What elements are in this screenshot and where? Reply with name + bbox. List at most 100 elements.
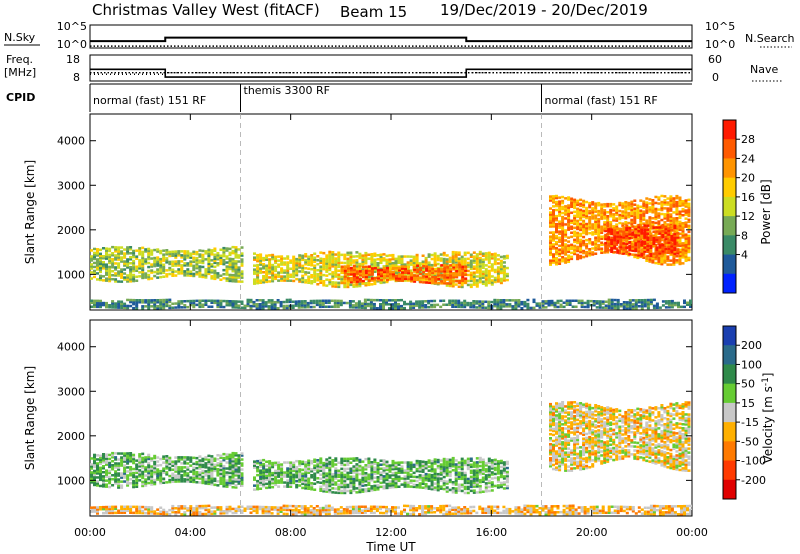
- range-gate-cell: [213, 247, 217, 250]
- range-gate-cell: [648, 216, 652, 219]
- range-gate-cell: [186, 468, 190, 471]
- range-gate-cell: [201, 305, 205, 308]
- range-gate-cell: [156, 270, 160, 273]
- range-gate-cell: [343, 281, 347, 285]
- range-gate-cell: [570, 245, 574, 249]
- range-gate-cell: [354, 304, 358, 307]
- range-gate-cell: [481, 304, 485, 307]
- range-gate-cell: [343, 457, 347, 461]
- range-gate-cell: [376, 264, 380, 267]
- range-gate-cell: [550, 299, 554, 303]
- range-gate-cell: [585, 230, 589, 234]
- range-gate-cell: [99, 258, 102, 262]
- range-gate-cell: [274, 483, 278, 487]
- range-gate-cell: [280, 475, 284, 478]
- range-gate-cell: [573, 226, 577, 230]
- range-gate-cell: [594, 214, 598, 217]
- range-gate-cell: [380, 278, 383, 282]
- range-gate-cell: [346, 263, 350, 267]
- range-gate-cell: [126, 470, 130, 473]
- range-gate-cell: [609, 212, 613, 216]
- range-gate-cell: [231, 269, 235, 273]
- range-gate-cell: [561, 233, 565, 237]
- range-gate-cell: [339, 301, 343, 305]
- range-gate-cell: [334, 477, 338, 480]
- range-gate-cell: [658, 250, 662, 253]
- range-gate-cell: [469, 263, 473, 267]
- range-gate-cell: [567, 256, 571, 259]
- range-gate-cell: [463, 303, 467, 307]
- range-gate-cell: [597, 219, 601, 223]
- range-gate-cell: [388, 264, 392, 267]
- range-gate-cell: [141, 482, 145, 486]
- range-gate-cell: [93, 459, 96, 463]
- range-gate-cell: [349, 280, 353, 284]
- range-gate-cell: [292, 467, 296, 471]
- range-gate-cell: [216, 474, 220, 477]
- range-gate-cell: [475, 265, 479, 268]
- range-gate-cell: [277, 475, 281, 478]
- range-gate-cell: [660, 262, 664, 266]
- range-gate-cell: [669, 213, 673, 216]
- range-gate-cell: [658, 230, 662, 233]
- range-gate-cell: [346, 267, 350, 270]
- range-gate-cell: [201, 465, 205, 469]
- range-gate-cell: [526, 306, 530, 310]
- range-gate-cell: [99, 468, 102, 472]
- range-gate-cell: [558, 202, 562, 205]
- range-gate-cell: [436, 262, 440, 266]
- range-gate-cell: [325, 268, 329, 271]
- range-gate-cell: [361, 271, 365, 275]
- range-gate-cell: [484, 278, 488, 281]
- range-gate-cell: [443, 276, 447, 279]
- range-gate-cell: [222, 250, 226, 254]
- range-gate-cell: [96, 248, 99, 251]
- range-gate-cell: [192, 474, 196, 478]
- range-gate-cell: [550, 303, 554, 307]
- range-gate-cell: [446, 266, 450, 269]
- range-gate-cell: [455, 269, 459, 273]
- range-gate-cell: [676, 252, 680, 255]
- range-gate-cell: [162, 306, 166, 310]
- range-gate-cell: [377, 268, 380, 272]
- range-gate-cell: [301, 468, 305, 472]
- range-gate-cell: [337, 483, 341, 486]
- range-gate-cell: [231, 302, 235, 305]
- range-gate-cell: [607, 232, 611, 235]
- range-gate-cell: [646, 300, 650, 304]
- range-gate-cell: [349, 263, 353, 266]
- range-gate-cell: [561, 231, 565, 235]
- range-gate-cell: [108, 267, 112, 271]
- range-gate-cell: [672, 257, 676, 260]
- range-gate-cell: [346, 459, 350, 463]
- range-gate-cell: [141, 270, 145, 274]
- range-gate-cell: [111, 456, 115, 459]
- range-gate-cell: [499, 271, 503, 275]
- range-gate-cell: [454, 255, 458, 258]
- range-gate-cell: [576, 231, 580, 235]
- range-gate-cell: [105, 251, 108, 254]
- range-gate-cell: [325, 266, 329, 269]
- range-gate-cell: [616, 233, 620, 236]
- range-gate-cell: [207, 482, 211, 486]
- range-gate-cell: [213, 249, 217, 252]
- range-gate-cell: [585, 206, 589, 210]
- range-gate-cell: [228, 300, 232, 303]
- range-gate-cell: [637, 238, 641, 241]
- range-gate-cell: [108, 257, 112, 261]
- range-gate-cell: [286, 473, 290, 476]
- range-gate-cell: [391, 303, 394, 306]
- range-gate-cell: [328, 464, 332, 468]
- range-gate-cell: [667, 233, 671, 236]
- range-gate-cell: [552, 211, 555, 214]
- range-gate-cell: [207, 468, 211, 472]
- range-gate-cell: [132, 467, 136, 471]
- range-gate-cell: [129, 280, 133, 283]
- range-gate-cell: [265, 478, 269, 482]
- range-gate-cell: [159, 477, 163, 481]
- range-gate-cell: [213, 301, 217, 305]
- range-gate-cell: [237, 472, 241, 475]
- range-gate-cell: [455, 273, 459, 277]
- range-gate-cell: [283, 279, 287, 282]
